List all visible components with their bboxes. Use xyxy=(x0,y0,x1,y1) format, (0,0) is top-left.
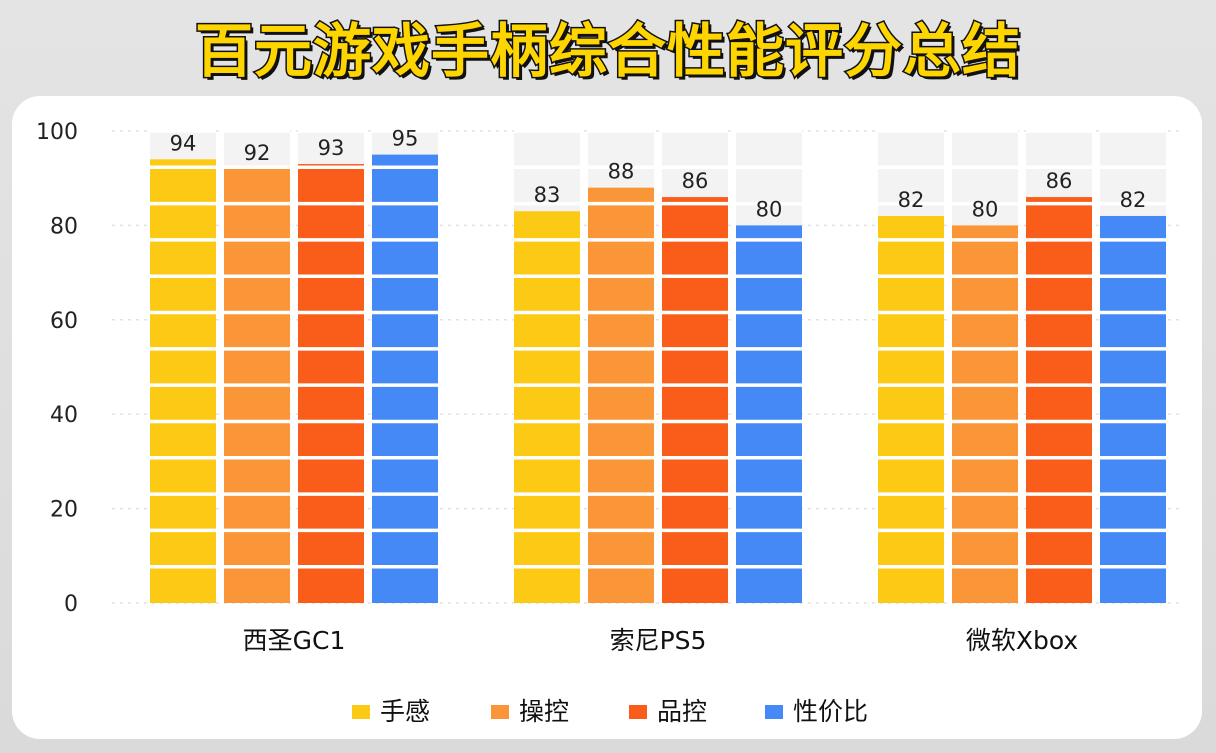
bar-chart: 0 20 40 60 80 100 94 92 93 95 西圣GC1 83 88 86 80 索尼PS5 82… xyxy=(36,120,1182,726)
bar xyxy=(878,215,944,603)
data-label: 95 xyxy=(392,127,419,151)
page-title: 百元游戏手柄综合性能评分总结 xyxy=(193,16,1021,87)
bar xyxy=(952,225,1018,603)
legend-swatch xyxy=(491,705,509,719)
data-label: 92 xyxy=(244,141,271,165)
y-tick-label: 100 xyxy=(36,120,78,145)
bar xyxy=(588,187,654,603)
legend-swatch xyxy=(352,705,370,719)
bar xyxy=(736,225,802,603)
legend-swatch xyxy=(765,705,783,719)
bar xyxy=(662,197,728,603)
bar xyxy=(372,154,438,603)
data-label: 94 xyxy=(170,131,197,155)
data-label: 80 xyxy=(756,197,783,221)
y-tick-label: 60 xyxy=(50,309,78,334)
bar xyxy=(1100,215,1166,603)
data-label: 83 xyxy=(534,183,561,207)
chart-card: 0 20 40 60 80 100 94 92 93 95 西圣GC1 83 88 86 80 索尼PS5 82… xyxy=(12,96,1202,739)
x-category-label: 西圣GC1 xyxy=(243,626,346,655)
bar xyxy=(514,211,580,603)
y-tick-label: 0 xyxy=(64,592,78,617)
data-label: 80 xyxy=(972,197,999,221)
legend-label: 性价比 xyxy=(793,697,868,726)
y-tick-label: 80 xyxy=(50,214,78,239)
bar xyxy=(150,159,216,603)
y-tick-label: 40 xyxy=(50,403,78,428)
data-label: 88 xyxy=(608,160,635,184)
legend-swatch xyxy=(629,705,647,719)
x-category-label: 索尼PS5 xyxy=(610,626,707,655)
legend-label: 品控 xyxy=(657,697,707,726)
legend-label: 手感 xyxy=(380,697,430,726)
data-label: 82 xyxy=(1120,188,1147,212)
x-category-label: 微软Xbox xyxy=(966,626,1078,655)
data-label: 93 xyxy=(318,136,345,160)
legend-label: 操控 xyxy=(519,697,569,726)
data-label: 86 xyxy=(682,169,709,193)
y-tick-label: 20 xyxy=(50,498,78,523)
data-label: 86 xyxy=(1046,169,1073,193)
bar xyxy=(1026,197,1092,603)
data-label: 82 xyxy=(898,188,925,212)
